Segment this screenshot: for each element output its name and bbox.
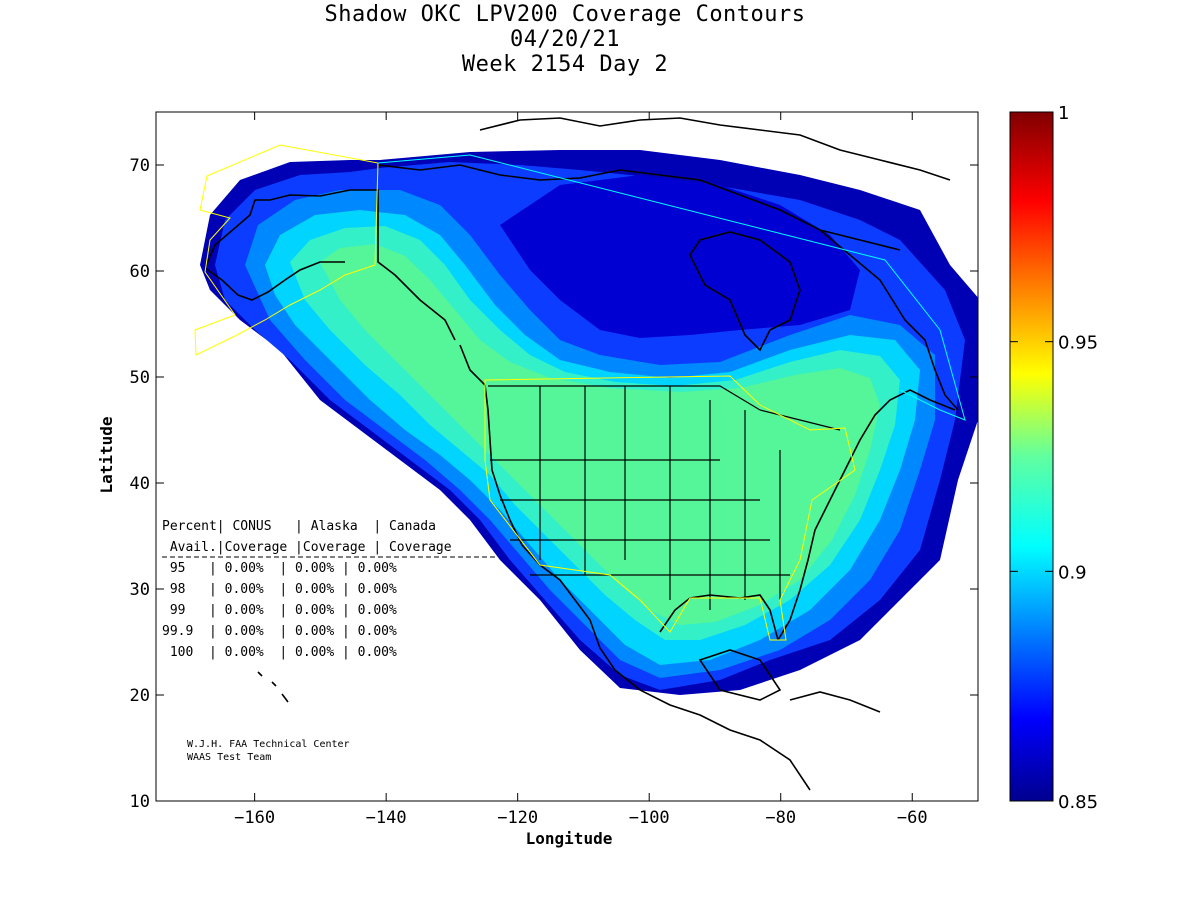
y-axis-label: Latitude	[97, 416, 116, 493]
conus-north-border	[488, 385, 841, 431]
y-tick-label: 30	[130, 580, 150, 600]
cuba	[789, 691, 881, 713]
y-tick-label: 60	[130, 262, 150, 282]
state-boundaries	[488, 385, 841, 610]
x-tick-label: −140	[366, 808, 407, 828]
us-west-coast	[459, 344, 616, 671]
state-lines-h1	[490, 459, 790, 576]
y-tick-label: 50	[130, 368, 150, 388]
table-row: 98 | 0.00% | 0.00% | 0.00%	[162, 582, 397, 597]
coastlines	[204, 117, 959, 791]
alaska-outline	[204, 189, 456, 341]
x-tick-label: −160	[234, 808, 275, 828]
table-header-row1: Percent| CONUS | Alaska | Canada	[162, 519, 436, 534]
conus-boundary	[484, 375, 856, 641]
colorbar-tick-label: 0.9	[1058, 562, 1087, 583]
x-axis-label: Longitude	[526, 829, 613, 848]
canada-arctic-coast	[377, 164, 901, 251]
table-row: 100 | 0.00% | 0.00% | 0.00%	[162, 645, 397, 660]
plot-frame	[155, 111, 979, 802]
contour-green	[320, 244, 880, 625]
us-east-coast	[777, 389, 956, 641]
contour-deepblue-interior	[500, 175, 860, 338]
chart-title: Shadow OKC LPV200 Coverage Contours	[324, 2, 806, 27]
colorbar	[1009, 111, 1054, 802]
y-tick-label: 10	[130, 792, 150, 812]
hudson-bay	[689, 231, 801, 352]
x-tick-label: −80	[765, 808, 796, 828]
colorbar-tick-label: 0.85	[1058, 792, 1098, 813]
table-header-row2: Avail.|Coverage |Coverage | Coverage	[162, 540, 452, 555]
chart-date: 04/20/21	[510, 27, 620, 52]
y-tick-label: 40	[130, 474, 150, 494]
labrador-coast	[819, 229, 959, 411]
coverage-contours	[200, 150, 978, 695]
alaska-boundary	[194, 144, 379, 356]
colorbar-tick-label: 0.95	[1058, 333, 1098, 354]
coverage-table: Percent| CONUS | Alaska | Canada Avail.|…	[162, 519, 495, 660]
table-row: 99 | 0.00% | 0.00% | 0.00%	[162, 603, 397, 618]
arctic-islands	[479, 117, 951, 181]
x-tick-label: −100	[629, 808, 670, 828]
y-tick-label: 70	[130, 156, 150, 176]
hawaii	[257, 671, 289, 703]
state-lines-v1	[539, 386, 781, 610]
y-axis-ticks: 10 20 30 40 50 60 70	[130, 156, 978, 812]
chart-week-day: Week 2154 Day 2	[461, 52, 669, 77]
aleutians-outline	[204, 261, 345, 301]
colorbar-ticks: 1 0.95 0.9 0.85	[1010, 103, 1098, 813]
canada-boundary	[377, 154, 966, 421]
credit-line1: W.J.H. FAA Technical Center	[187, 739, 350, 750]
x-tick-label: −120	[497, 808, 538, 828]
x-axis-ticks: −160 −140 −120 −100 −80 −60	[234, 112, 928, 828]
table-row: 95 | 0.00% | 0.00% | 0.00%	[162, 561, 397, 576]
colorbar-tick-label: 1	[1058, 103, 1069, 124]
service-boundaries	[194, 144, 966, 641]
credit-line2: WAAS Test Team	[187, 752, 271, 763]
yucatan	[698, 649, 782, 701]
mexico-coast	[614, 669, 811, 791]
y-tick-label: 20	[130, 686, 150, 706]
x-tick-label: −60	[897, 808, 928, 828]
gulf-coast	[659, 594, 779, 641]
table-row: 99.9 | 0.00% | 0.00% | 0.00%	[162, 624, 397, 639]
